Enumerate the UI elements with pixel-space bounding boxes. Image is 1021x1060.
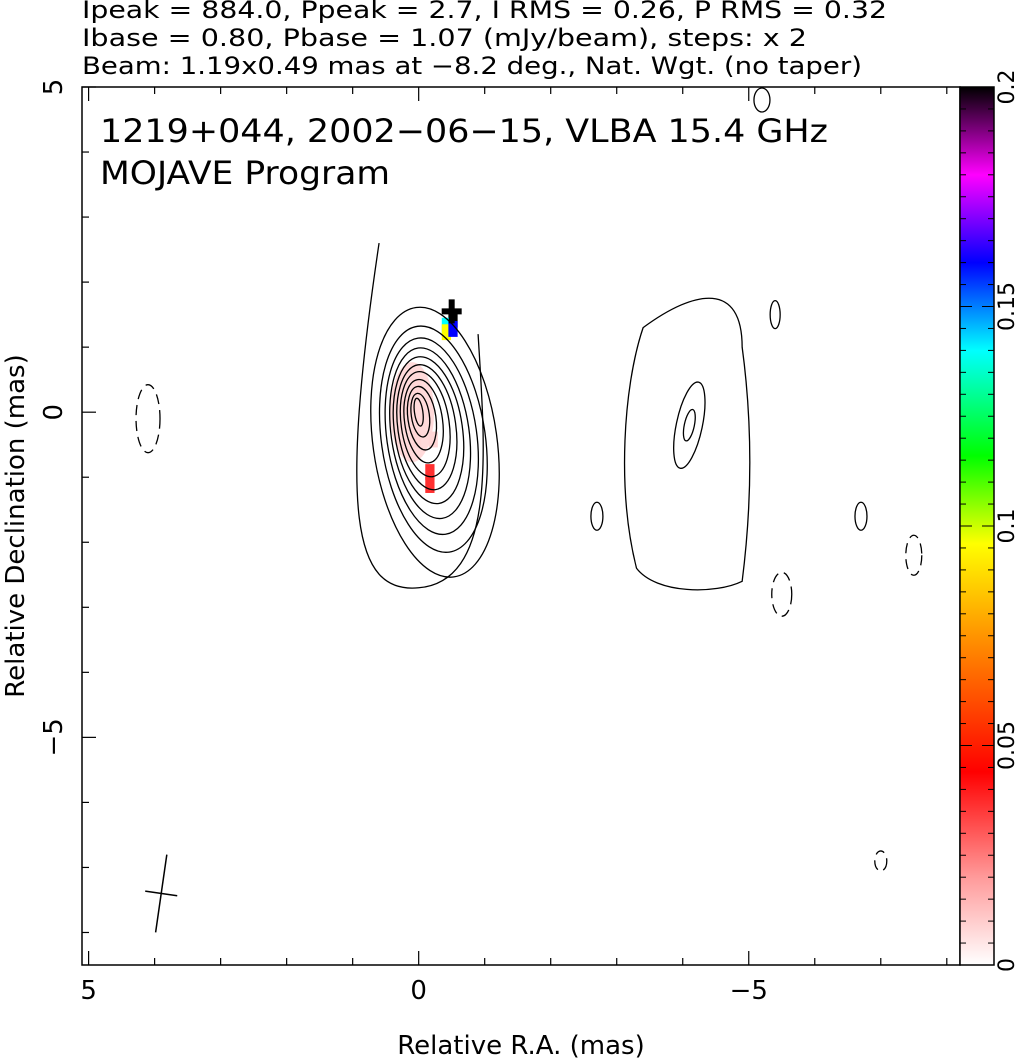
contour-negative <box>135 384 161 454</box>
contour-noise <box>854 501 868 531</box>
y-tick-label: 0 <box>39 404 69 421</box>
colorbar-label: 0.1 <box>995 509 1020 544</box>
contour-core <box>410 392 431 438</box>
contour-jet-inner <box>682 408 696 442</box>
beam-glyph <box>145 854 178 933</box>
header-line-3: Beam: 1.19x0.49 mas at −8.2 deg., Nat. W… <box>82 52 862 80</box>
header-line-2: Ibase = 0.80, Pbase = 1.07 (mJy/beam), s… <box>82 24 807 52</box>
contour-negative <box>771 571 793 617</box>
contour-core <box>406 385 438 451</box>
contour-core <box>403 378 444 464</box>
contour-set <box>135 87 923 872</box>
contour-core-outer <box>356 242 484 589</box>
pol-pixel <box>425 477 435 493</box>
colorbar-ticks <box>960 86 994 966</box>
contour-core <box>392 356 465 505</box>
header-line-1: Ipeak = 884.0, Ppeak = 2.7, I RMS = 0.26… <box>82 0 887 24</box>
y-axis-label: Relative Declination (mas) <box>1 354 31 697</box>
x-tick-label: 0 <box>410 976 427 1006</box>
x-tick-label: 5 <box>80 976 97 1006</box>
map-subtitle: MOJAVE Program <box>100 154 390 192</box>
pol-pixel <box>448 321 458 337</box>
pol-pixel <box>441 324 452 341</box>
contour-core <box>389 347 472 520</box>
contour-negative <box>905 534 923 576</box>
colorbar-label: 0.05 <box>995 721 1020 770</box>
contour-core <box>384 337 480 536</box>
y-tick-label: −5 <box>39 718 69 756</box>
pol-pixel <box>428 431 438 448</box>
contour-noise <box>769 299 781 330</box>
contour-core <box>399 370 451 478</box>
colorbar-labels: 0 0.05 0.1 0.15 0.2 <box>995 70 1020 973</box>
map-title: 1219+044, 2002−06−15, VLBA 15.4 GHz <box>100 112 828 150</box>
y-tick-label: 5 <box>39 79 69 96</box>
marker-layer <box>441 299 462 324</box>
axis-ticks <box>82 86 948 965</box>
contour-core <box>370 306 500 578</box>
contour-noise <box>753 87 771 113</box>
x-tick-label: −5 <box>730 976 768 1006</box>
beam-minor-axis <box>145 890 178 897</box>
contour-core <box>396 364 458 491</box>
contour-negative <box>874 850 888 872</box>
contour-noise <box>590 501 604 531</box>
contour-core <box>378 325 488 553</box>
contour-jet-outer <box>623 297 751 591</box>
x-axis-label: Relative R.A. (mas) <box>397 1031 644 1060</box>
contour-jet <box>673 381 706 469</box>
contour-core <box>413 397 424 427</box>
map-layer <box>135 87 923 933</box>
plot-frame <box>81 86 961 966</box>
colorbar-label: 0 <box>995 958 1020 972</box>
axis-tick-labels: 5 0 −5 5 0 −5 <box>39 79 768 1006</box>
pol-pixel <box>425 464 435 480</box>
colorbar-label: 0.15 <box>995 282 1020 331</box>
colorbar-label: 0.2 <box>995 70 1020 105</box>
